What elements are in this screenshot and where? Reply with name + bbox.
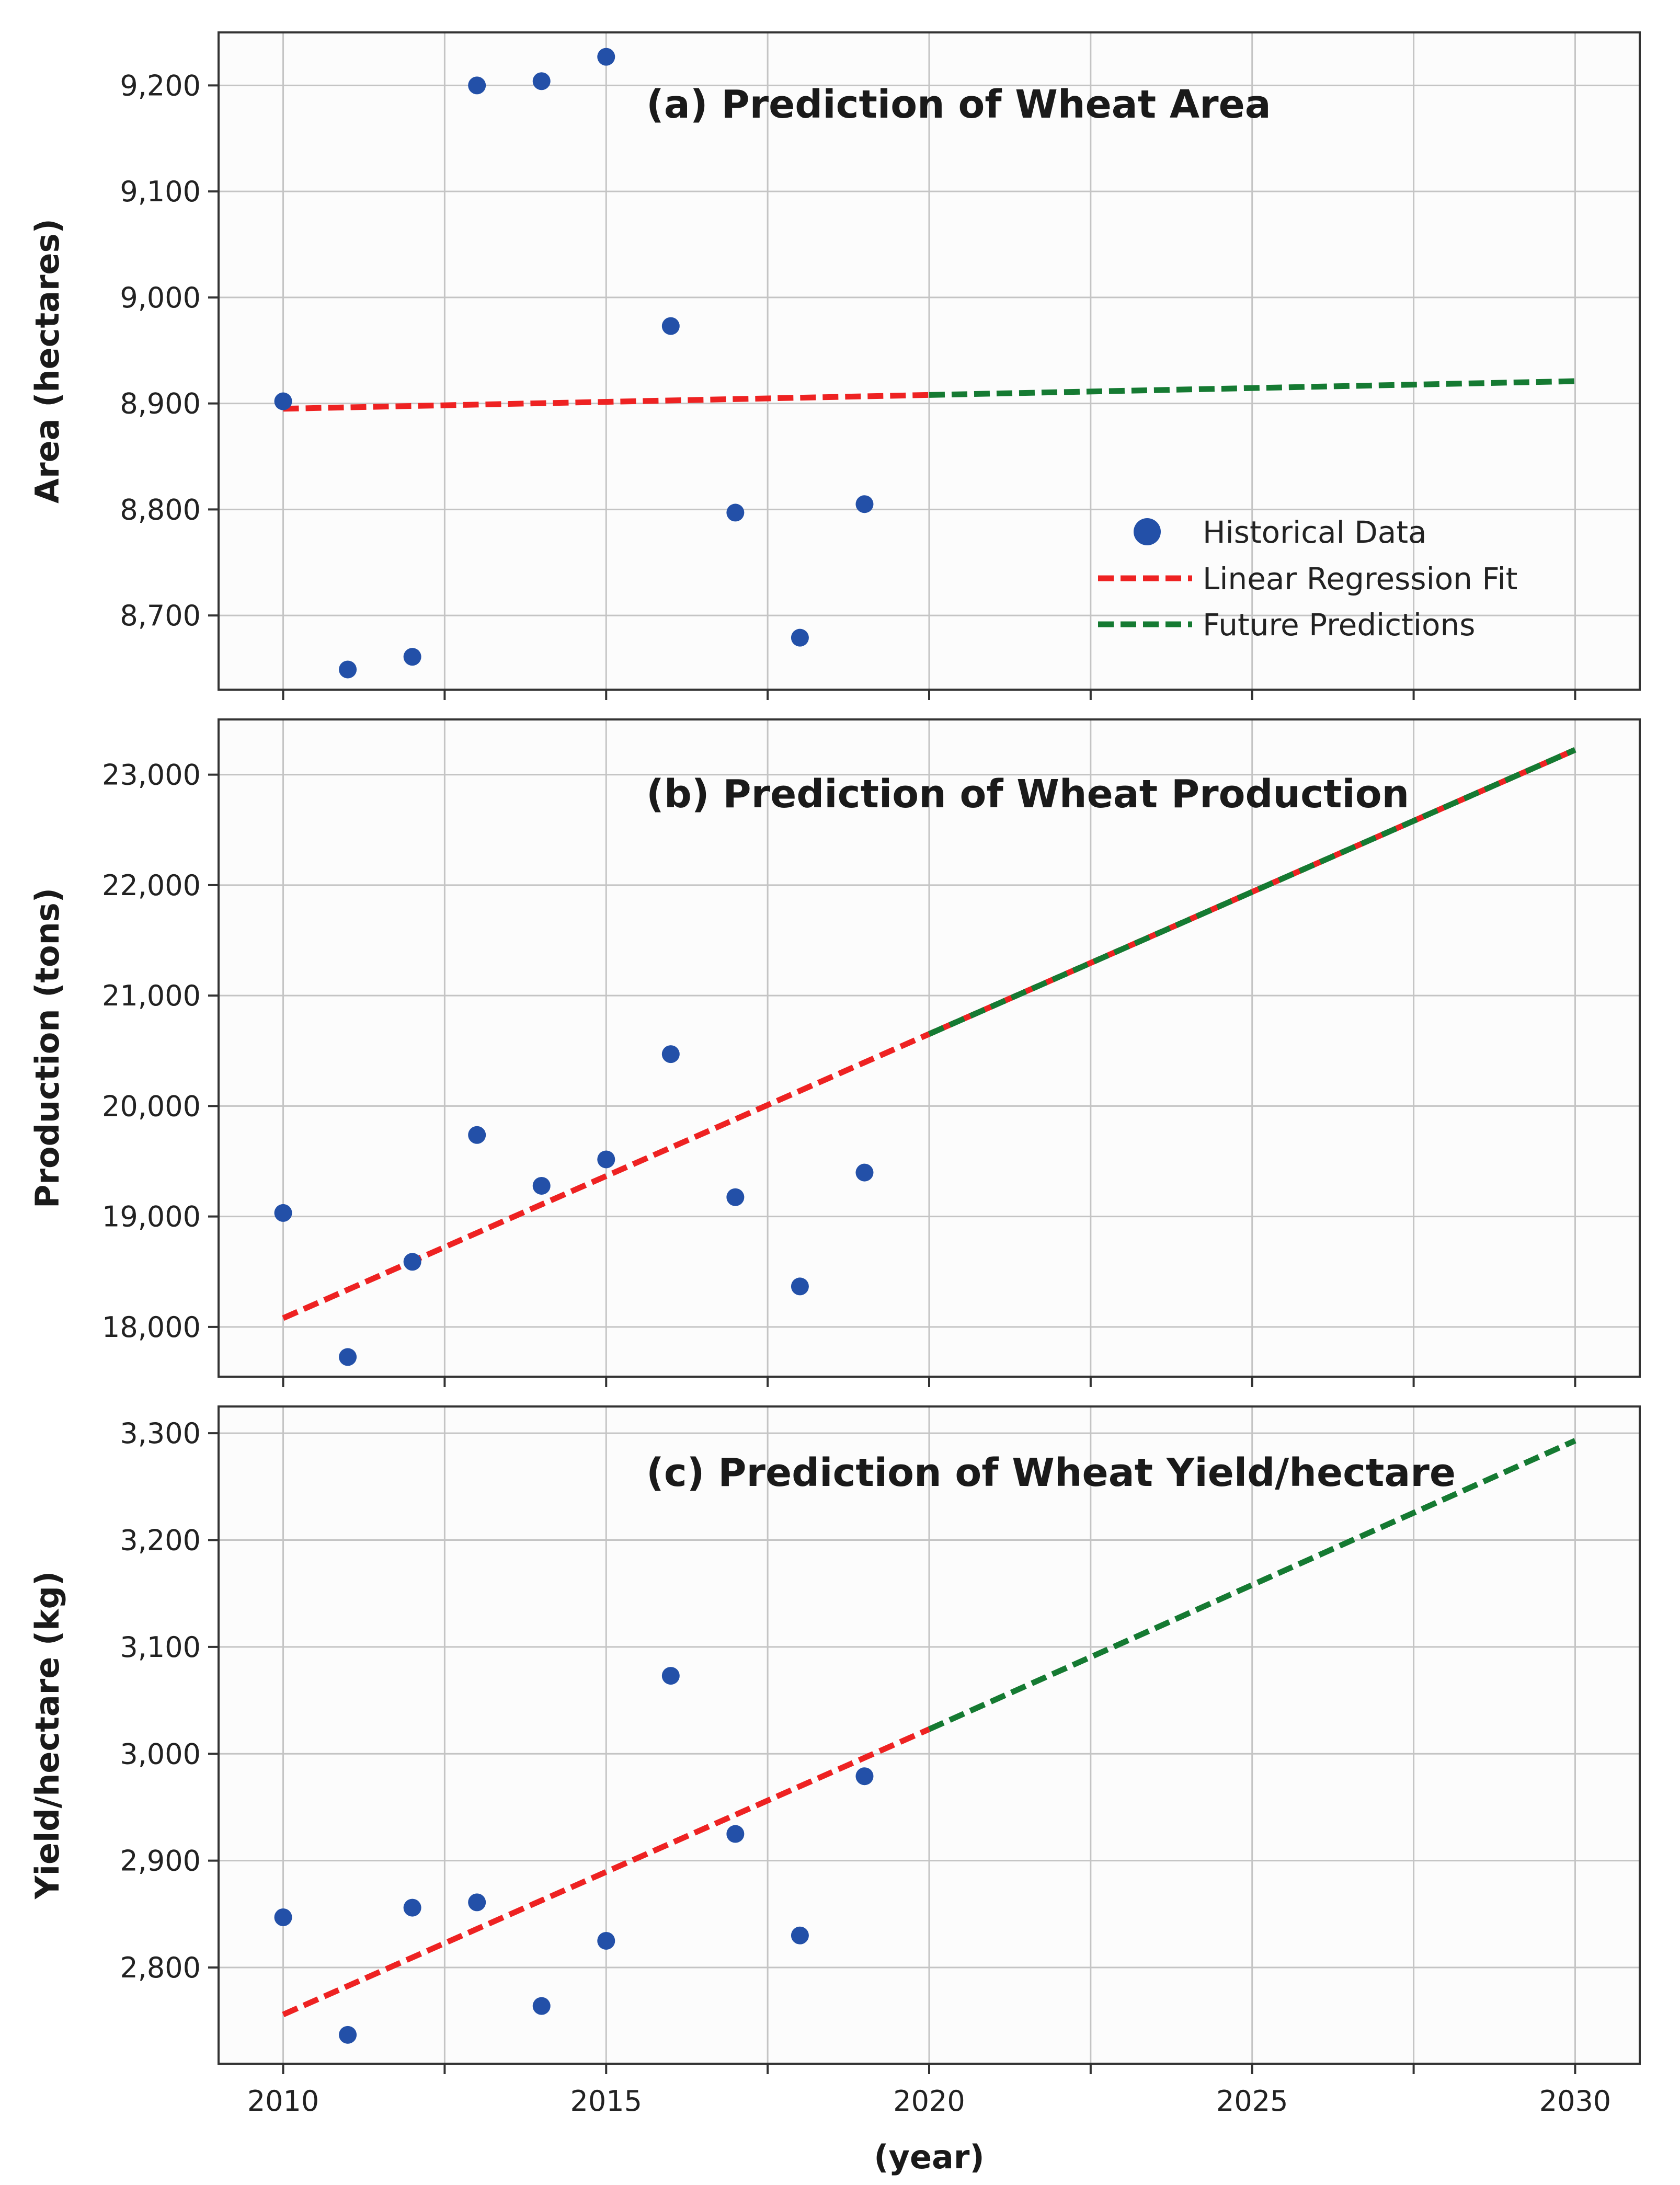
y-tick-label: 8,900 xyxy=(120,387,201,420)
historical-data-point-2019 xyxy=(855,495,874,513)
y-tick-labels-b: 18,000 19,000 20,000 21,000 22,000 23,000 xyxy=(102,759,219,1344)
historical-data-point-2014 xyxy=(532,1176,551,1195)
y-tick-label: 3,100 xyxy=(120,1631,201,1664)
y-tick-label: 2,900 xyxy=(120,1845,201,1878)
y-tick-label: 3,300 xyxy=(120,1417,201,1450)
historical-data-point-2018 xyxy=(791,628,809,647)
future-line-a xyxy=(929,378,1575,398)
y-tick-label: 9,100 xyxy=(120,175,201,208)
historical-data-point-2011 xyxy=(339,1348,357,1366)
future-line-c xyxy=(928,1438,1576,1732)
x-tick-label: 2020 xyxy=(893,2085,965,2118)
y-tick-label: 18,000 xyxy=(102,1311,201,1344)
legend-marker-historical xyxy=(1134,518,1161,545)
legend: Historical Data Linear Regression Fit Fu… xyxy=(1098,514,1517,643)
y-axis-label-a: Area (hectares) xyxy=(28,219,66,504)
legend-label-regression: Linear Regression Fit xyxy=(1203,561,1517,597)
historical-data-point-2015 xyxy=(597,1150,615,1169)
historical-data-point-2016 xyxy=(661,1045,680,1063)
x-tick-label: 2010 xyxy=(247,2085,319,2118)
historical-data-point-2014 xyxy=(532,72,551,90)
historical-data-point-2015 xyxy=(597,48,615,66)
y-tick-label: 8,700 xyxy=(120,599,201,632)
regression-fit-line xyxy=(282,1726,931,2018)
historical-data-point-2019 xyxy=(855,1767,874,1786)
historical-data-point-2012 xyxy=(403,1898,421,1917)
scatter-points-c xyxy=(274,1667,874,2044)
historical-data-point-2018 xyxy=(791,1277,809,1296)
x-axis-label: (year) xyxy=(874,2138,985,2176)
legend-label-historical: Historical Data xyxy=(1203,514,1427,550)
historical-data-point-2013 xyxy=(468,76,486,95)
historical-data-point-2012 xyxy=(403,648,421,666)
y-tick-label: 19,000 xyxy=(102,1200,201,1233)
y-tick-label: 2,800 xyxy=(120,1951,201,1984)
y-axis-label-c: Yield/hectare (kg) xyxy=(28,1571,66,1900)
legend-label-future: Future Predictions xyxy=(1203,607,1476,643)
scatter-points-a xyxy=(274,48,874,679)
x-tick-label: 2015 xyxy=(570,2085,642,2118)
historical-data-point-2010 xyxy=(274,1204,292,1222)
historical-data-point-2014 xyxy=(532,1997,551,2015)
historical-data-point-2013 xyxy=(468,1893,486,1912)
historical-data-point-2012 xyxy=(403,1253,421,1271)
panel-a: 8,700 8,800 8,900 9,000 9,100 9,200 (a) Predi… xyxy=(28,31,1641,700)
historical-data-point-2017 xyxy=(726,1825,745,1843)
historical-data-point-2013 xyxy=(468,1126,486,1144)
y-tick-label: 20,000 xyxy=(102,1090,201,1123)
future-predictions-line xyxy=(928,1438,1576,1732)
y-tick-label: 9,200 xyxy=(120,69,201,102)
regression-line-a xyxy=(283,392,930,412)
gridlines-c xyxy=(219,1406,1640,2064)
historical-data-point-2010 xyxy=(274,392,292,410)
panel-b: 18,000 19,000 20,000 21,000 22,000 23,000 (b)… xyxy=(28,718,1641,1387)
x-tick-label: 2025 xyxy=(1216,2085,1288,2118)
x-tick-labels-c: 2010 2015 2020 2025 2030 xyxy=(247,2085,1611,2118)
y-tick-label: 22,000 xyxy=(102,869,201,902)
chart-title-c: (c) Prediction of Wheat Yield/hectare xyxy=(646,1450,1456,1495)
scatter-points-b xyxy=(274,1045,874,1366)
future-predictions-line xyxy=(929,378,1575,398)
x-ticks-a xyxy=(282,690,1576,700)
historical-data-point-2017 xyxy=(726,504,745,522)
y-tick-labels-a: 8,700 8,800 8,900 9,000 9,100 9,200 xyxy=(120,69,219,632)
x-ticks-b xyxy=(282,1377,1576,1387)
y-tick-label: 9,000 xyxy=(120,281,201,314)
historical-data-point-2018 xyxy=(791,1926,809,1944)
y-tick-label: 21,000 xyxy=(102,979,201,1012)
y-tick-label: 23,000 xyxy=(102,759,201,792)
historical-data-point-2011 xyxy=(339,2026,357,2044)
y-tick-label: 8,800 xyxy=(120,493,201,526)
gridlines-a xyxy=(219,32,1640,690)
chart-title-a: (a) Prediction of Wheat Area xyxy=(646,82,1271,127)
regression-line-c xyxy=(282,1726,931,2018)
future-predictions-line xyxy=(928,747,1576,1037)
gridlines-b xyxy=(219,719,1640,1377)
historical-data-point-2019 xyxy=(855,1163,874,1182)
historical-data-point-2010 xyxy=(274,1908,292,1926)
x-tick-label: 2030 xyxy=(1539,2085,1611,2118)
historical-data-point-2011 xyxy=(339,660,357,679)
y-tick-label: 3,200 xyxy=(120,1524,201,1557)
historical-data-point-2016 xyxy=(661,1667,680,1685)
y-axis-label-b: Production (tons) xyxy=(28,888,66,1208)
regression-fit-line xyxy=(283,392,930,412)
y-tick-labels-c: 2,800 2,900 3,000 3,100 3,200 3,300 xyxy=(120,1417,219,1984)
historical-data-point-2017 xyxy=(726,1188,745,1206)
x-ticks-c xyxy=(282,2064,1576,2074)
chart-title-b: (b) Prediction of Wheat Production xyxy=(646,772,1409,817)
future-line-b xyxy=(928,747,1576,1037)
historical-data-point-2016 xyxy=(661,317,680,335)
historical-data-point-2015 xyxy=(597,1931,615,1950)
y-tick-label: 3,000 xyxy=(120,1737,201,1770)
